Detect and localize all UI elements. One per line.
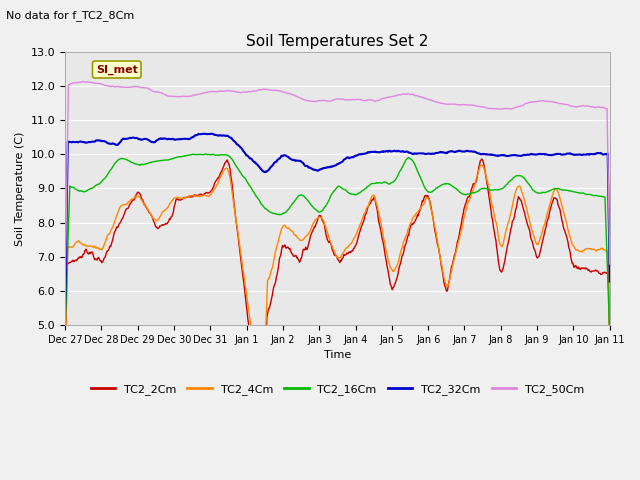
Title: Soil Temperatures Set 2: Soil Temperatures Set 2: [246, 34, 429, 49]
TC2_32Cm: [409, 151, 417, 157]
TC2_16Cm: [475, 188, 483, 193]
X-axis label: Time: Time: [324, 350, 351, 360]
TC2_16Cm: [392, 176, 400, 181]
Line: TC2_50Cm: TC2_50Cm: [65, 82, 610, 291]
TC2_4Cm: [61, 369, 69, 374]
TC2_50Cm: [378, 96, 386, 101]
TC2_32Cm: [392, 148, 400, 154]
TC2_16Cm: [378, 180, 386, 186]
TC2_16Cm: [95, 181, 102, 187]
Text: No data for f_TC2_8Cm: No data for f_TC2_8Cm: [6, 10, 134, 21]
TC2_50Cm: [409, 92, 417, 97]
TC2_32Cm: [95, 137, 102, 143]
TC2_32Cm: [475, 151, 483, 156]
TC2_32Cm: [378, 148, 386, 154]
Y-axis label: Soil Temperature (C): Soil Temperature (C): [15, 131, 25, 246]
TC2_2Cm: [61, 376, 69, 382]
TC2_2Cm: [409, 220, 417, 226]
TC2_4Cm: [477, 162, 485, 168]
TC2_2Cm: [477, 156, 485, 162]
TC2_32Cm: [208, 131, 216, 136]
TC2_2Cm: [95, 254, 102, 260]
TC2_2Cm: [392, 277, 400, 283]
Legend: TC2_2Cm, TC2_4Cm, TC2_16Cm, TC2_32Cm, TC2_50Cm: TC2_2Cm, TC2_4Cm, TC2_16Cm, TC2_32Cm, TC…: [86, 380, 589, 400]
TC2_16Cm: [202, 151, 209, 157]
TC2_50Cm: [475, 104, 483, 109]
TC2_16Cm: [531, 189, 539, 194]
TC2_50Cm: [606, 261, 614, 267]
Line: TC2_4Cm: TC2_4Cm: [65, 165, 610, 408]
TC2_32Cm: [61, 316, 69, 322]
TC2_2Cm: [378, 235, 386, 241]
TC2_32Cm: [531, 152, 539, 157]
TC2_4Cm: [475, 167, 483, 173]
TC2_32Cm: [606, 279, 614, 285]
TC2_50Cm: [392, 93, 400, 98]
TC2_16Cm: [606, 335, 614, 340]
TC2_4Cm: [532, 238, 540, 244]
TC2_4Cm: [392, 264, 400, 270]
TC2_16Cm: [409, 158, 417, 164]
Text: SI_met: SI_met: [96, 64, 138, 75]
TC2_4Cm: [378, 226, 386, 232]
Line: TC2_2Cm: TC2_2Cm: [65, 159, 610, 445]
TC2_4Cm: [258, 406, 266, 411]
TC2_4Cm: [409, 215, 417, 221]
TC2_50Cm: [95, 81, 103, 86]
TC2_4Cm: [606, 340, 614, 346]
TC2_2Cm: [259, 442, 267, 448]
TC2_50Cm: [79, 79, 86, 84]
TC2_16Cm: [61, 327, 69, 333]
TC2_2Cm: [606, 344, 614, 350]
Line: TC2_32Cm: TC2_32Cm: [65, 133, 610, 319]
Line: TC2_16Cm: TC2_16Cm: [65, 154, 610, 337]
TC2_50Cm: [531, 99, 539, 105]
TC2_50Cm: [61, 288, 69, 294]
TC2_2Cm: [475, 164, 483, 169]
TC2_4Cm: [95, 245, 102, 251]
TC2_2Cm: [532, 249, 540, 255]
